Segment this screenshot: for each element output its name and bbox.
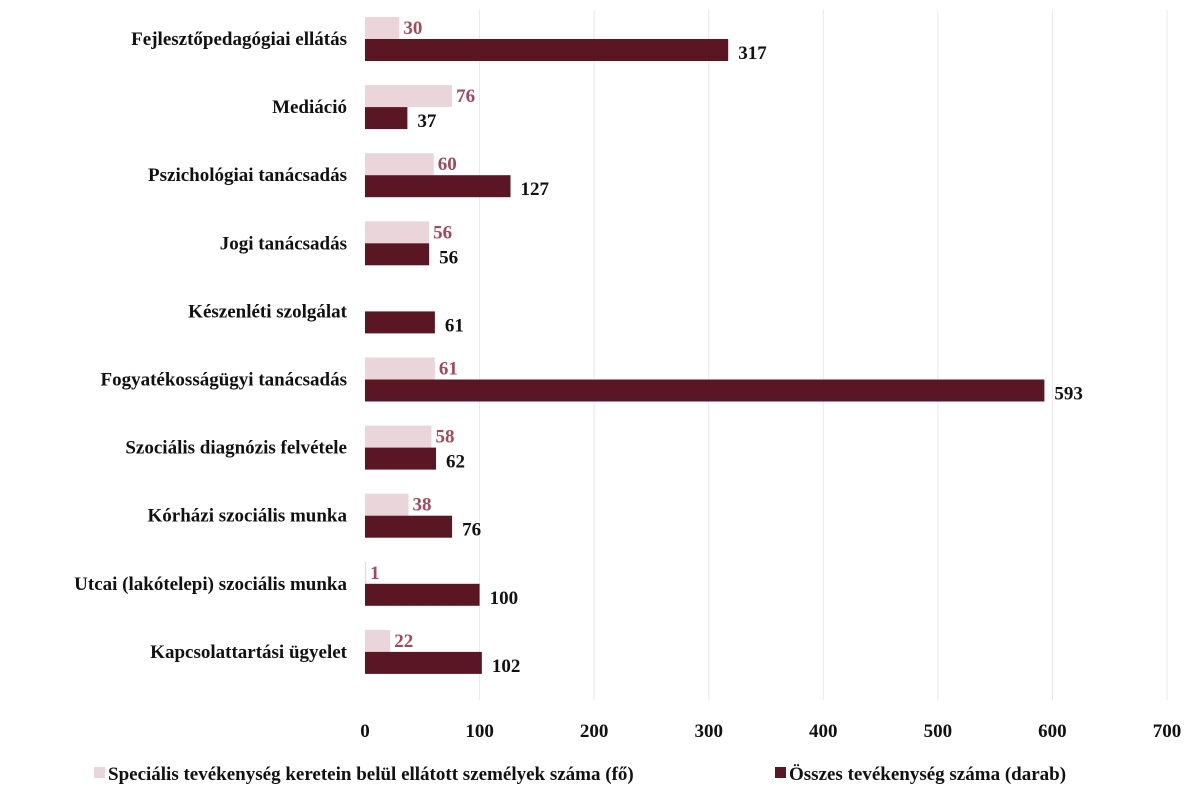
x-tick-label: 400 — [809, 721, 838, 742]
bar-special — [365, 357, 435, 380]
value-label-special: 61 — [439, 359, 458, 380]
category-label: Kapcsolattartási ügyelet — [150, 642, 348, 663]
bar-total — [365, 583, 480, 606]
bar-total — [365, 107, 408, 130]
value-label-total: 127 — [521, 179, 550, 200]
x-tick-label: 0 — [360, 721, 370, 742]
value-label-special: 60 — [438, 154, 457, 175]
category-labels: Fejlesztőpedagógiai ellátás Mediáció Pszic… — [74, 29, 348, 663]
x-tick-label: 500 — [924, 721, 953, 742]
legend-label: Összes tevékenység száma (darab) — [789, 764, 1066, 785]
bar-total — [365, 447, 437, 470]
bar-special — [365, 85, 453, 108]
legend-label: Speciális tevékenység keretein belül ell… — [108, 764, 634, 785]
bar-total — [365, 243, 430, 266]
bar-special — [365, 561, 367, 584]
value-label-total: 102 — [492, 656, 521, 677]
category-label: Szociális diagnózis felvétele — [125, 438, 347, 459]
value-label-total: 37 — [417, 111, 437, 132]
value-label-special: 56 — [433, 222, 452, 243]
category-label: Pszichológiai tanácsadás — [148, 165, 347, 186]
x-tick-label: 200 — [580, 721, 609, 742]
value-label-total: 76 — [462, 520, 481, 541]
x-tick-label: 700 — [1153, 721, 1182, 742]
value-label-total: 593 — [1054, 384, 1083, 405]
value-labels: 30 317 76 37 60 127 56 56 61 61 593 58 62 38 76 1 100 22 1… — [370, 18, 1083, 677]
value-label-special: 1 — [370, 563, 380, 584]
value-label-special: 76 — [456, 86, 475, 107]
category-label: Készenléti szolgálat — [188, 301, 347, 322]
value-label-total: 62 — [446, 452, 465, 473]
category-label: Utcai (lakótelepi) szociális munka — [74, 574, 347, 595]
value-label-total: 317 — [738, 43, 767, 64]
legend: Speciális tevékenység keretein belül ell… — [94, 764, 1066, 785]
bar-special — [365, 493, 409, 516]
x-tick-label: 100 — [465, 721, 494, 742]
bar-special — [365, 629, 391, 652]
bar-special — [365, 425, 432, 448]
bars — [365, 17, 1045, 674]
x-tick-label: 600 — [1038, 721, 1067, 742]
value-label-special: 58 — [435, 427, 454, 448]
bar-total — [365, 39, 729, 61]
value-label-special: 22 — [394, 631, 413, 652]
gridlines — [479, 10, 1168, 700]
value-label-special: 38 — [413, 495, 432, 516]
value-label-total: 56 — [439, 247, 458, 268]
bar-special — [365, 17, 400, 39]
bar-total — [365, 311, 435, 334]
bar-total — [365, 379, 1045, 402]
value-label-total: 61 — [445, 315, 464, 336]
legend-swatch — [775, 767, 786, 778]
category-label: Fejlesztőpedagógiai ellátás — [131, 29, 347, 50]
value-label-total: 100 — [490, 588, 518, 609]
category-label: Mediáció — [272, 97, 347, 118]
category-label: Jogi tanácsadás — [220, 233, 347, 254]
bar-special — [365, 153, 434, 176]
legend-swatch — [94, 767, 105, 778]
category-label: Fogyatékosságügyi tanácsadás — [101, 370, 348, 391]
x-tick-label: 300 — [694, 721, 723, 742]
bar-special — [365, 221, 430, 244]
bar-total — [365, 515, 453, 538]
bar-total — [365, 651, 482, 674]
x-axis-ticks: 0 100 200 300 400 500 600 700 — [360, 721, 1181, 742]
bar-total — [365, 175, 511, 198]
value-label-special: 30 — [403, 18, 422, 39]
category-label: Kórházi szociális munka — [147, 506, 347, 527]
